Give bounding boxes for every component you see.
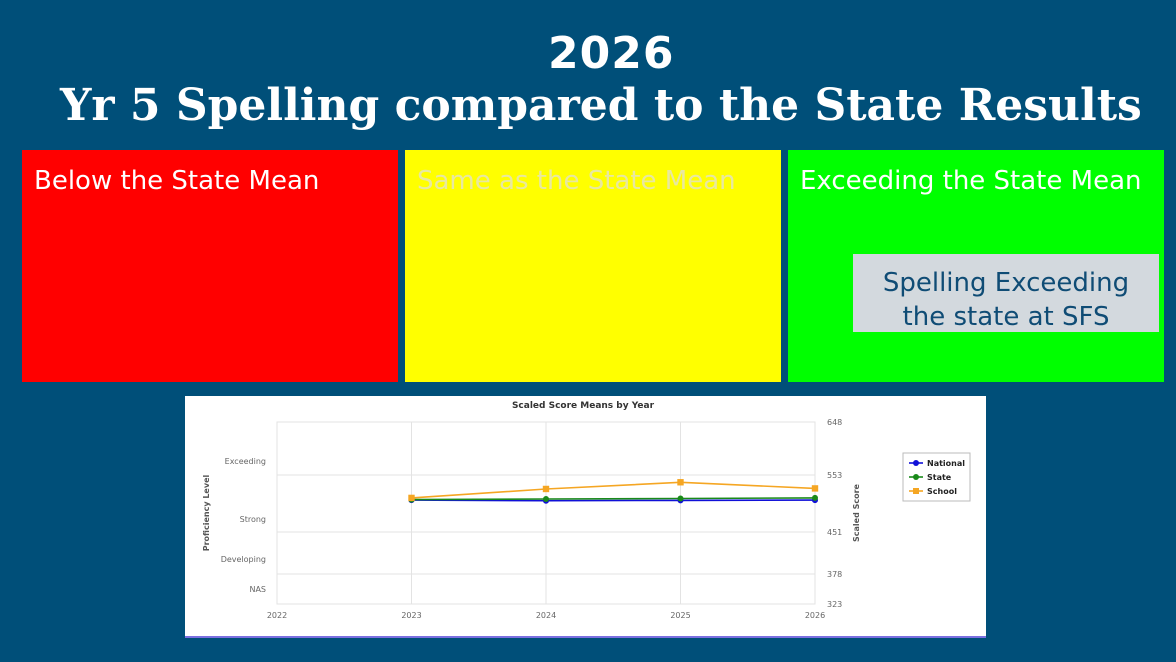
x-tick-label: 2023 <box>401 611 421 620</box>
data-point-school <box>677 479 684 486</box>
data-point-state <box>812 494 818 501</box>
right-tick-label: 378 <box>827 570 842 579</box>
legend-swatch-marker <box>913 460 919 466</box>
right-tick-label: 451 <box>827 528 842 537</box>
series-line-school <box>411 481 816 499</box>
data-point-school <box>811 485 819 492</box>
y-axis-right-title: Scaled Score <box>852 483 861 542</box>
x-tick-label: 2026 <box>805 611 825 620</box>
axis-labels: 2022 2023 2024 2025 2026 648 553 451 378 323 Excee… <box>202 418 861 620</box>
data-point-school <box>408 494 415 502</box>
spelling-callout: Spelling Exceeding the state at SFS <box>853 254 1159 332</box>
grid-layer <box>276 421 816 605</box>
right-tick-label: 648 <box>827 418 842 427</box>
legend-label-state: State <box>927 473 952 482</box>
legend: National State School <box>902 452 971 502</box>
proficiency-level-label: Strong <box>240 515 266 524</box>
series-line-national <box>411 499 816 502</box>
chart-bottom-rule <box>185 636 986 638</box>
data-point-state <box>543 496 549 503</box>
scaled-score-chart: Scaled Score Means by Year 2022 2023 2024 2… <box>202 401 971 620</box>
chart-card: Scaled Score Means by Year 2022 2023 2024 2… <box>185 396 986 636</box>
x-tick-label: 2022 <box>267 611 287 620</box>
callout-line-2: the state at SFS <box>902 302 1110 332</box>
panel-exceed-label: Exceeding the State Mean <box>800 166 1142 196</box>
proficiency-level-label: Exceeding <box>225 457 266 466</box>
panel-below-label: Below the State Mean <box>34 166 320 196</box>
callout-line-1: Spelling Exceeding <box>882 268 1130 298</box>
y-axis-left-title: Proficiency Level <box>202 475 211 552</box>
legend-swatch-marker <box>913 488 919 494</box>
data-point-state <box>677 495 684 502</box>
proficiency-level-label: Developing <box>221 555 266 564</box>
right-tick-label: 323 <box>827 600 842 609</box>
panel-below-state-mean: Below the State Mean <box>22 150 398 382</box>
legend-label-school: School <box>927 487 957 496</box>
series-line-state <box>411 497 816 501</box>
x-tick-label: 2024 <box>536 611 556 620</box>
panel-same-as-state-mean: Same as the State Mean <box>405 150 781 382</box>
panel-same-label: Same as the State Mean <box>417 166 736 196</box>
series-layer <box>408 479 819 504</box>
proficiency-level-label: NAS <box>249 585 266 594</box>
data-point-school <box>542 485 550 493</box>
slide-title: Yr 5 Spelling compared to the State Resu… <box>60 80 1142 131</box>
slide-year: 2026 <box>548 28 675 79</box>
chart-title: Scaled Score Means by Year <box>512 401 655 411</box>
x-tick-label: 2025 <box>670 611 690 620</box>
legend-swatch-marker <box>913 474 919 480</box>
right-tick-label: 553 <box>827 471 842 480</box>
legend-label-national: National <box>927 459 965 468</box>
